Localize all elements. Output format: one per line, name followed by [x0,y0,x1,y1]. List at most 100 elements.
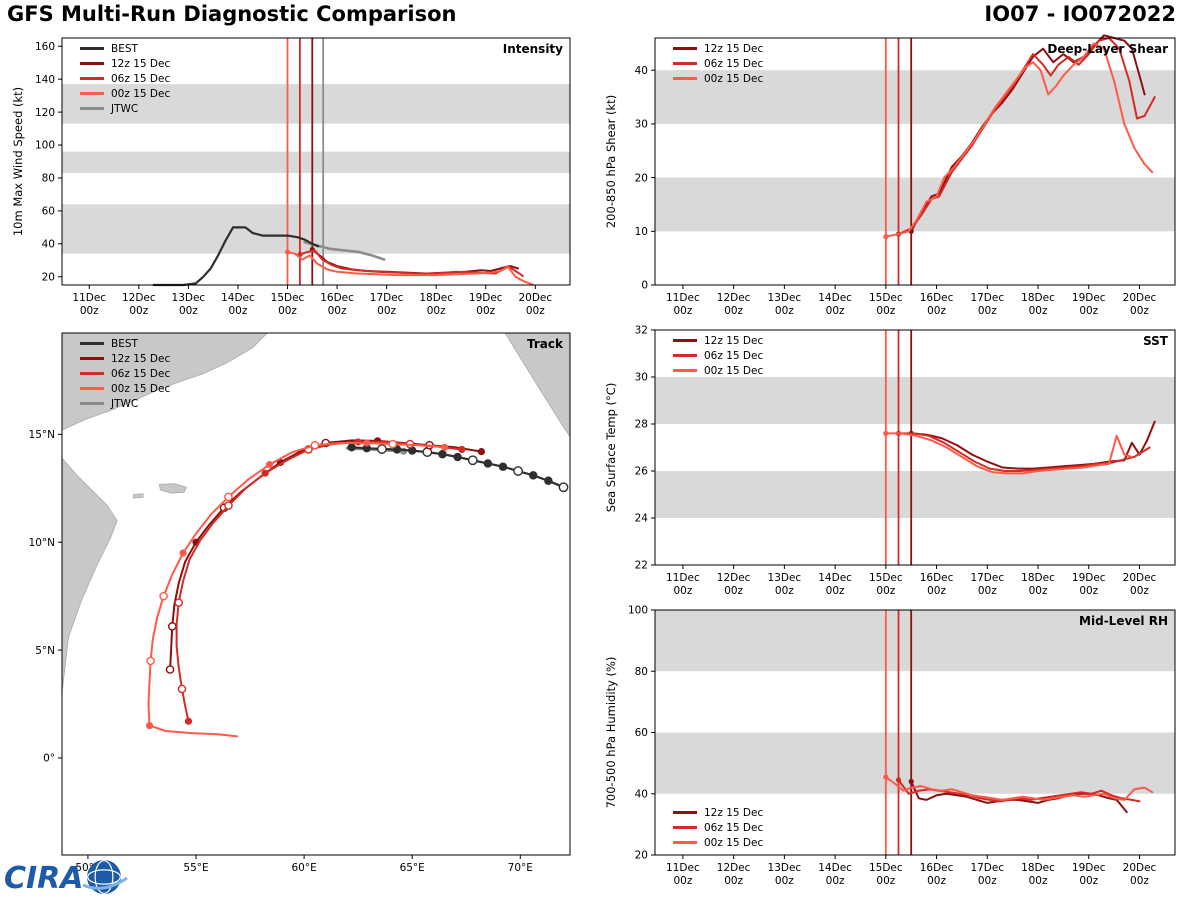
svg-text:00z 15 Dec: 00z 15 Dec [704,837,763,849]
run00-series-line [884,42,1154,238]
svg-text:JTWC: JTWC [110,398,138,410]
svg-text:16Dec: 16Dec [920,862,954,874]
svg-text:00z 15 Dec: 00z 15 Dec [111,383,170,395]
shear-panel: Deep-Layer Shear01020304011Dec00z12Dec00… [604,34,1176,317]
svg-text:15Dec: 15Dec [869,862,903,874]
svg-text:60: 60 [42,206,55,218]
svg-text:00z: 00z [673,875,692,887]
svg-text:30: 30 [635,119,648,131]
run06-track-line [175,440,463,723]
svg-text:00z: 00z [476,305,495,317]
svg-text:16Dec: 16Dec [320,292,354,304]
svg-text:00z: 00z [80,305,99,317]
svg-text:24: 24 [635,513,649,525]
svg-text:22: 22 [635,560,648,572]
sst-panel: SST22242628303211Dec00z12Dec00z13Dec00z1… [604,325,1176,597]
svg-text:14Dec: 14Dec [818,292,852,304]
svg-text:11Dec: 11Dec [666,572,700,584]
svg-text:10°N: 10°N [29,537,55,549]
svg-text:00z: 00z [1130,585,1149,597]
svg-text:17Dec: 17Dec [970,292,1004,304]
svg-text:00z: 00z [978,875,997,887]
run00-series-line [884,775,1154,801]
run06-series-line [897,432,1151,472]
svg-text:19Dec: 19Dec [1072,292,1106,304]
svg-text:20Dec: 20Dec [518,292,552,304]
best-series-line [152,226,320,287]
svg-text:00z: 00z [129,305,148,317]
svg-text:19Dec: 19Dec [469,292,503,304]
svg-text:BEST: BEST [111,43,139,55]
arabian-peninsula-landmass [62,333,268,431]
svg-text:00z: 00z [526,305,545,317]
svg-text:00z 15 Dec: 00z 15 Dec [111,88,170,100]
svg-text:16Dec: 16Dec [920,572,954,584]
page-title: GFS Multi-Run Diagnostic Comparison [7,2,457,26]
svg-text:Intensity: Intensity [503,42,563,56]
svg-text:00z: 00z [775,305,794,317]
svg-text:00z: 00z [927,585,946,597]
run06-series-line [897,37,1156,235]
svg-text:5°N: 5°N [35,645,55,657]
svg-text:40: 40 [635,788,648,800]
svg-text:00z: 00z [927,305,946,317]
svg-text:14Dec: 14Dec [818,862,852,874]
svg-text:00z: 00z [724,305,743,317]
svg-text:16Dec: 16Dec [920,292,954,304]
svg-text:00z: 00z [1029,305,1048,317]
svg-text:12z 15 Dec: 12z 15 Dec [704,43,763,55]
svg-text:100: 100 [35,140,55,152]
svg-text:12z 15 Dec: 12z 15 Dec [111,353,170,365]
svg-text:00z: 00z [377,305,396,317]
svg-text:32: 32 [635,325,648,337]
svg-text:0°: 0° [43,753,55,765]
svg-text:00z: 00z [229,305,248,317]
storm-id: IO07 - IO072022 [984,2,1176,26]
svg-text:17Dec: 17Dec [970,572,1004,584]
svg-text:12z 15 Dec: 12z 15 Dec [704,335,763,347]
svg-text:00z: 00z [1079,875,1098,887]
svg-text:00z: 00z [1130,305,1149,317]
svg-text:06z 15 Dec: 06z 15 Dec [704,58,763,70]
svg-text:Sea Surface Temp (°C): Sea Surface Temp (°C) [604,383,618,513]
svg-text:00z: 00z [927,875,946,887]
svg-text:15°N: 15°N [29,429,55,441]
svg-text:00z: 00z [427,305,446,317]
svg-text:00z: 00z [724,875,743,887]
rh-panel: Mid-Level RH2040608010011Dec00z12Dec00z1… [604,605,1176,887]
svg-text:00z: 00z [673,305,692,317]
svg-text:20: 20 [635,172,648,184]
svg-text:06z 15 Dec: 06z 15 Dec [111,368,170,380]
svg-text:0: 0 [641,280,648,292]
intensity-panel: Intensity2040608010012014016011Dec00z12D… [11,37,571,317]
somalia-landmass [62,457,118,694]
svg-text:19Dec: 19Dec [1072,862,1106,874]
svg-text:00z: 00z [1079,585,1098,597]
svg-text:00z: 00z [1029,585,1048,597]
svg-text:00z: 00z [775,585,794,597]
svg-text:20: 20 [635,850,648,862]
svg-text:BEST: BEST [111,338,139,350]
svg-text:15Dec: 15Dec [869,572,903,584]
svg-text:JTWC: JTWC [110,103,138,115]
svg-text:70°E: 70°E [508,862,533,874]
svg-text:13Dec: 13Dec [172,292,206,304]
svg-text:18Dec: 18Dec [1021,572,1055,584]
svg-text:00z: 00z [826,585,845,597]
svg-text:160: 160 [35,41,55,53]
svg-text:Deep-Layer Shear: Deep-Layer Shear [1047,42,1168,56]
india-landmass [504,333,570,438]
svg-text:18Dec: 18Dec [1021,292,1055,304]
run12-track-line [169,439,483,671]
svg-text:12Dec: 12Dec [717,572,751,584]
svg-text:14Dec: 14Dec [818,572,852,584]
svg-text:100: 100 [628,605,648,617]
svg-text:12Dec: 12Dec [717,292,751,304]
svg-text:20: 20 [42,271,55,283]
svg-text:140: 140 [35,74,55,86]
svg-text:13Dec: 13Dec [768,292,802,304]
svg-text:80: 80 [42,173,55,185]
svg-text:65°E: 65°E [400,862,425,874]
svg-text:700-500 hPa Humidity (%): 700-500 hPa Humidity (%) [604,657,618,809]
